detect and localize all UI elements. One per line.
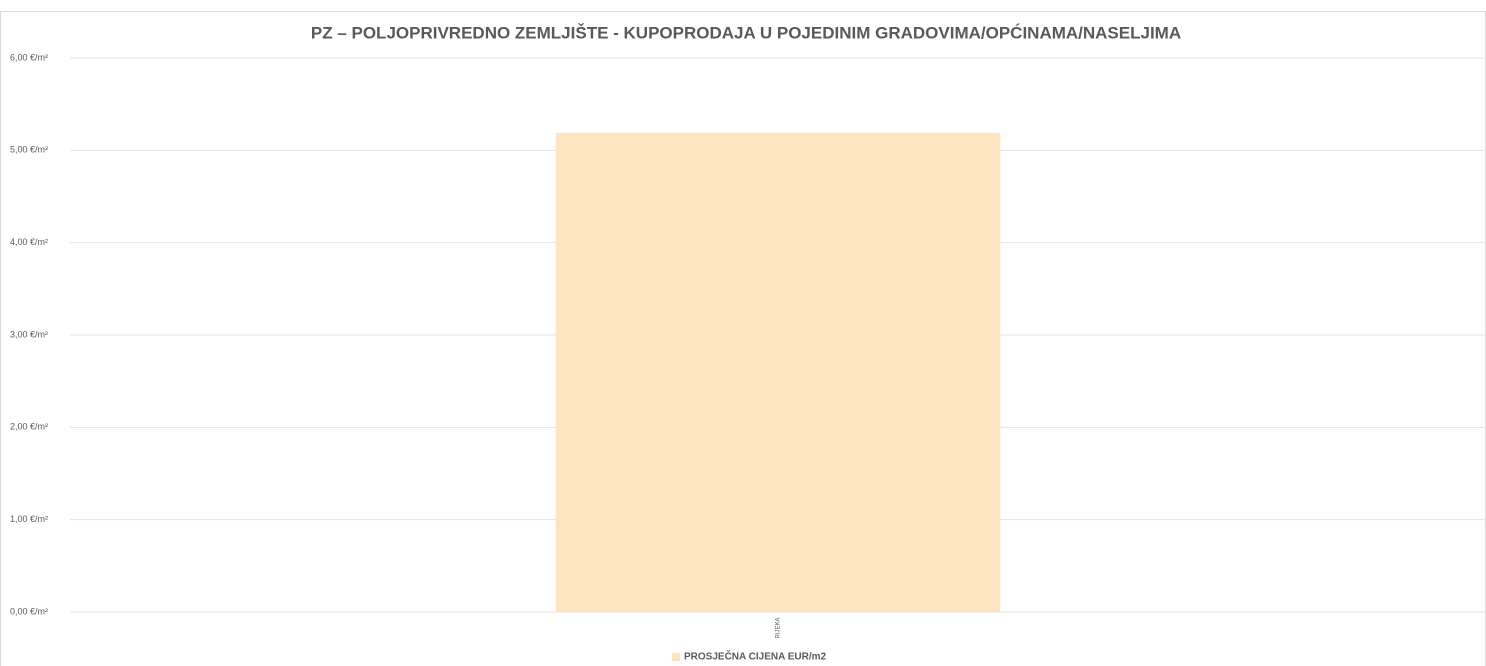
bar xyxy=(555,132,1001,613)
y-tick-label: 4,00 €/m² xyxy=(10,237,48,247)
chart-title: PZ – POLJOPRIVREDNO ZEMLJIŠTE - KUPOPROD… xyxy=(311,23,1181,42)
legend-label: PROSJEČNA CIJENA EUR/m2 xyxy=(684,650,827,663)
y-tick-label: 6,00 €/m² xyxy=(10,52,48,62)
x-tick-label: RIJEKA xyxy=(776,617,782,638)
y-tick-label: 2,00 €/m² xyxy=(10,422,48,432)
y-tick-label: 5,00 €/m² xyxy=(10,145,48,155)
y-tick-label: 3,00 €/m² xyxy=(10,329,48,339)
legend-swatch xyxy=(672,653,680,661)
y-tick-label: 0,00 €/m² xyxy=(10,606,48,616)
y-tick-label: 1,00 €/m² xyxy=(10,514,48,524)
